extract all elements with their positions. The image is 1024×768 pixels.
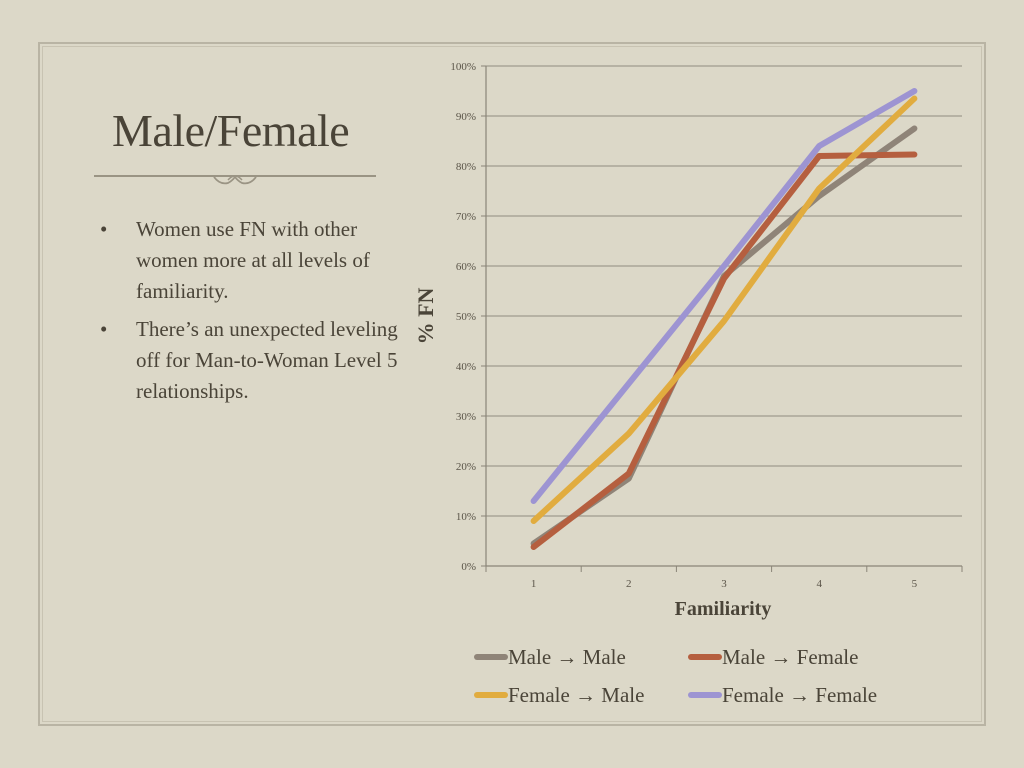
bullet-marker: •: [100, 317, 108, 341]
legend-label: Female → Male: [508, 682, 645, 707]
y-tick-label: 50%: [456, 311, 476, 323]
y-tick-label: 40%: [456, 361, 476, 373]
y-tick-label: 0%: [461, 561, 476, 573]
legend-swatch: [688, 692, 722, 698]
bullet-text: Women use FN with other women more at al…: [136, 217, 370, 303]
y-tick-label: 10%: [456, 511, 476, 523]
slide-frame: [38, 42, 986, 726]
bullet-marker: •: [100, 217, 108, 241]
series-line: [530, 125, 918, 547]
legend-entry: Male → Female: [688, 642, 858, 672]
title-divider-ornament: [94, 175, 376, 185]
legend-entry: Female → Male: [474, 680, 644, 710]
x-tick-label: 4: [816, 578, 822, 590]
legend-entry: Male → Male: [474, 642, 626, 672]
series-line: [530, 88, 918, 504]
legend-entry: Female → Female: [688, 680, 877, 710]
y-tick-label: 100%: [450, 61, 476, 73]
bullet-list: • Women use FN with other women more at …: [100, 214, 400, 414]
y-tick-label: 20%: [456, 461, 476, 473]
x-tick-label: 3: [721, 578, 727, 590]
series-line: [530, 95, 918, 524]
legend-swatch: [688, 654, 722, 660]
slide-title: Male/Female: [112, 105, 350, 156]
x-tick-label: 2: [626, 578, 632, 590]
bullet-item: • There’s an unexpected leveling off for…: [100, 314, 400, 407]
legend-label: Male → Male: [508, 644, 626, 669]
slide-frame-inner: [42, 46, 982, 722]
y-tick-label: 30%: [456, 411, 476, 423]
y-tick-label: 70%: [456, 211, 476, 223]
x-tick-label: 1: [531, 578, 537, 590]
x-axis-title: Familiarity: [675, 598, 772, 620]
series-line: [530, 151, 918, 550]
bullet-text: There’s an unexpected leveling off for M…: [136, 317, 398, 403]
y-tick-label: 80%: [456, 161, 476, 173]
y-tick-label: 60%: [456, 261, 476, 273]
y-axis-title: % FN: [413, 287, 438, 344]
legend-swatch: [474, 692, 508, 698]
bullet-item: • Women use FN with other women more at …: [100, 214, 400, 307]
legend-label: Female → Female: [722, 682, 878, 707]
x-tick-label: 5: [912, 578, 918, 590]
legend-swatch: [474, 654, 508, 660]
y-tick-label: 90%: [456, 111, 476, 123]
legend-label: Male → Female: [722, 644, 859, 669]
